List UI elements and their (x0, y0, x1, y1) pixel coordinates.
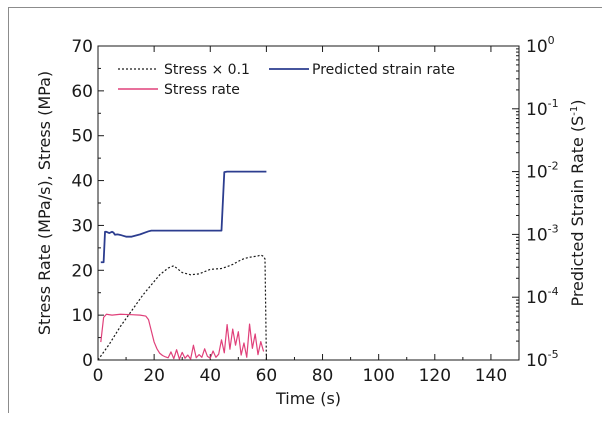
y-axis-right-title: Predicted Strain Rate (S-1) (568, 99, 587, 306)
y-left-tick-label: 50 (71, 127, 93, 147)
y-right-tick-exp: -3 (548, 222, 559, 235)
y-right-tick-label: 10-4 (526, 285, 559, 308)
y-left-tick-label: 40 (71, 172, 93, 192)
y-right-tick-label: 100 (526, 34, 555, 57)
y-right-tick-exp: -5 (548, 348, 559, 361)
y-right-tick-label: 10-3 (526, 222, 559, 245)
legend-label-stress-rate: Stress rate (164, 82, 240, 98)
series-stress-rate (100, 313, 265, 360)
y-left-tick-label: 20 (71, 261, 93, 281)
y-right-tick-exp: -1 (548, 97, 559, 110)
y-right-tick-label: 10-1 (526, 97, 559, 120)
x-tick-label: 0 (93, 366, 104, 386)
x-axis-title: Time (s) (275, 389, 341, 408)
y-left-tick-label: 60 (71, 82, 93, 102)
y-right-tick-base: 10 (526, 351, 548, 371)
x-tick-label: 100 (362, 366, 394, 386)
y-right-tick-base: 10 (526, 37, 548, 57)
y-left-tick-label: 10 (71, 306, 93, 326)
figure-frame (8, 7, 602, 413)
x-tick-label: 20 (143, 366, 165, 386)
y-left-tick-label: 30 (71, 216, 93, 236)
y-right-tick-label: 10-2 (526, 160, 559, 183)
y-right-tick-base: 10 (526, 288, 548, 308)
y-right-tick-base: 10 (526, 163, 548, 183)
y-left-tick-label: 70 (71, 37, 93, 57)
x-tick-label: 60 (256, 366, 278, 386)
y-right-tick-exp: -2 (548, 160, 559, 173)
legend: Stress × 0.1 Stress rate Predicted strai… (118, 62, 455, 98)
legend-label-stress: Stress × 0.1 (164, 62, 250, 78)
legend-label-predicted-strain-rate: Predicted strain rate (312, 62, 455, 78)
x-tick-label: 40 (199, 366, 221, 386)
y-axis-left-title: Stress Rate (MPa/s), Stress (MPa) (35, 71, 54, 335)
plot-area (97, 45, 520, 361)
x-tick-label: 80 (312, 366, 334, 386)
y-left-tick-label: 0 (82, 351, 93, 371)
series-stress-x0-1 (97, 254, 267, 361)
x-tick-label: 120 (419, 366, 451, 386)
y-right-tick-exp: 0 (548, 34, 555, 47)
y-axis-right-title-sup: -1 (569, 106, 580, 116)
y-right-tick-base: 10 (526, 100, 548, 120)
y-right-tick-exp: -4 (548, 285, 559, 298)
series-predicted-strain-rate (100, 170, 267, 264)
x-tick-label: 140 (475, 366, 507, 386)
y-axis-right-title-close: ) (568, 99, 587, 105)
y-axis-right-title-main: Predicted Strain Rate (S (568, 116, 587, 307)
y-right-tick-base: 10 (526, 225, 548, 245)
y-right-tick-label: 10-5 (526, 348, 559, 371)
